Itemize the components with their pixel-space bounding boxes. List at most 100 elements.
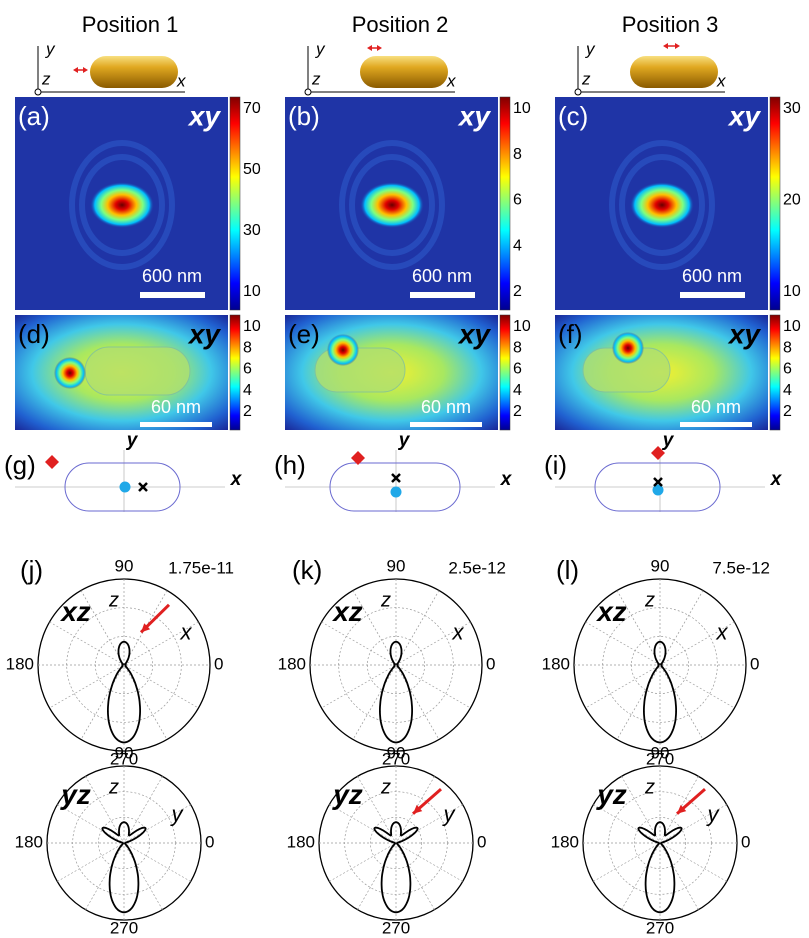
axis-right: y xyxy=(706,802,721,827)
axis-y: y xyxy=(398,430,411,451)
axis-z: z xyxy=(581,69,591,88)
axis-x: x xyxy=(770,469,783,490)
axis-right: y xyxy=(170,802,185,827)
colorbar-tick-label: 10 xyxy=(783,283,801,300)
colorbar-tick-label: 10 xyxy=(783,318,801,335)
panel-label: (g) xyxy=(4,450,36,480)
colorbar-tick-label: 20 xyxy=(783,192,801,209)
angle-label: 180 xyxy=(15,832,43,851)
arrow-head xyxy=(663,43,668,49)
colorbar-tick-label: 2 xyxy=(783,403,792,420)
angle-label: 180 xyxy=(6,654,34,673)
panel-label: (b) xyxy=(288,101,320,131)
angle-label: 270 xyxy=(382,918,410,937)
center-dot xyxy=(391,487,402,498)
axis-y: y xyxy=(585,39,596,58)
axis-y: y xyxy=(45,39,56,58)
axis-right: x xyxy=(452,620,465,645)
hot-spot xyxy=(90,182,154,228)
rod xyxy=(630,56,718,88)
plane-label: yz xyxy=(595,779,627,810)
scale-bar xyxy=(680,292,745,298)
panel-label: (c) xyxy=(558,101,588,131)
plane-label: xz xyxy=(59,596,91,627)
colorbar-tick-label: 10 xyxy=(243,318,261,335)
plane-label: xy xyxy=(187,318,222,349)
axis-up: z xyxy=(644,776,655,798)
column-title: Position 1 xyxy=(82,12,179,37)
angle-label: 90 xyxy=(115,556,134,575)
colorbar-tick-label: 2 xyxy=(243,403,252,420)
panel-label: (l) xyxy=(556,555,579,585)
arrow-head xyxy=(675,43,680,49)
colorbar xyxy=(230,315,240,430)
hot-spot xyxy=(612,332,644,364)
axis-up: z xyxy=(380,776,391,798)
angle-label: 180 xyxy=(287,832,315,851)
colorbar xyxy=(500,315,510,430)
panel-label: (j) xyxy=(20,555,43,585)
angle-label: 0 xyxy=(750,654,759,673)
colorbar xyxy=(770,97,780,310)
rod xyxy=(85,347,190,395)
column: Position 2yzx(b)xy600 nm108642(e)xy60 nm… xyxy=(274,12,531,938)
arrow-head xyxy=(377,45,382,51)
colorbar-tick-label: 4 xyxy=(783,382,792,399)
center-dot xyxy=(120,482,131,493)
scale-bar xyxy=(680,422,752,427)
angle-label: 0 xyxy=(477,832,486,851)
panel-label: (h) xyxy=(274,450,306,480)
hot-spot xyxy=(327,334,359,366)
colorbar-tick-label: 10 xyxy=(243,283,261,300)
colorbar-tick-label: 6 xyxy=(513,361,522,378)
max-label: 7.5e-12 xyxy=(712,558,770,577)
angle-label: 90 xyxy=(387,556,406,575)
axis-y: y xyxy=(126,430,139,451)
colorbar-tick-label: 6 xyxy=(513,192,522,209)
scale-bar xyxy=(410,292,475,298)
arrow-head xyxy=(83,67,88,73)
colorbar-tick-label: 8 xyxy=(513,146,522,163)
plane-label: xy xyxy=(727,318,762,349)
hot-spot xyxy=(54,357,86,389)
colorbar-tick-label: 2 xyxy=(513,403,522,420)
arrow-head xyxy=(367,45,372,51)
arrow-head xyxy=(73,67,78,73)
origin xyxy=(575,89,581,95)
plane-label: xy xyxy=(187,100,222,131)
axis-x: x xyxy=(230,469,243,490)
panel-label: (a) xyxy=(18,101,50,131)
plane-label: xz xyxy=(595,596,627,627)
angle-label: 180 xyxy=(542,654,570,673)
scale-label: 60 nm xyxy=(691,397,741,417)
plane-label: xz xyxy=(331,596,363,627)
scale-label: 600 nm xyxy=(142,266,202,286)
angle-label: 270 xyxy=(646,918,674,937)
angle-label: 0 xyxy=(214,654,223,673)
colorbar-tick-label: 4 xyxy=(513,237,522,254)
angle-label: 180 xyxy=(551,832,579,851)
axis-right: x xyxy=(180,620,193,645)
figure: Position 1yzx(a)xy600 nm70503010(d)xy60 … xyxy=(0,0,809,938)
colorbar-tick-label: 4 xyxy=(243,382,252,399)
angle-label: 90 xyxy=(651,556,670,575)
axis-y: y xyxy=(662,430,675,451)
angle-label: 270 xyxy=(110,918,138,937)
axis-up: z xyxy=(380,589,391,611)
axis-z: z xyxy=(311,69,321,88)
colorbar-tick-label: 8 xyxy=(513,339,522,356)
colorbar-tick-label: 50 xyxy=(243,161,261,178)
plane-label: xy xyxy=(727,100,762,131)
colorbar-tick-label: 10 xyxy=(513,100,531,117)
colorbar-tick-label: 6 xyxy=(783,361,792,378)
column: Position 3yzx(c)xy600 nm302010(f)xy60 nm… xyxy=(542,12,801,938)
colorbar-tick-label: 30 xyxy=(243,222,261,239)
scale-label: 600 nm xyxy=(682,266,742,286)
scale-label: 60 nm xyxy=(151,397,201,417)
panel-label: (d) xyxy=(18,319,50,349)
colorbar xyxy=(230,97,240,310)
dipole-marker xyxy=(45,455,59,469)
scale-label: 60 nm xyxy=(421,397,471,417)
panel-label: (k) xyxy=(292,555,322,585)
